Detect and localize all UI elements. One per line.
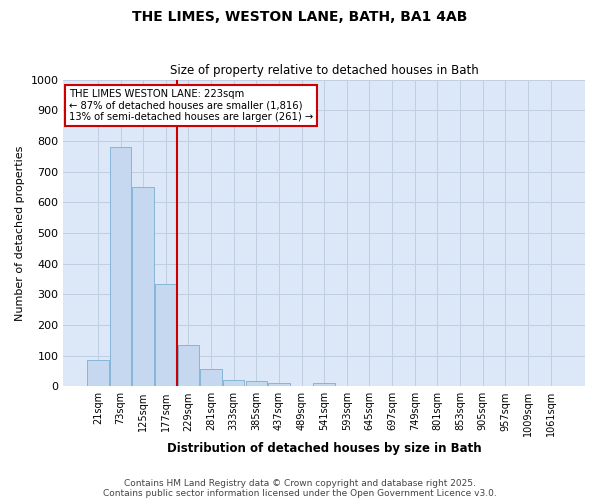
- Bar: [155, 284, 176, 387]
- Bar: [178, 345, 199, 387]
- Bar: [200, 368, 222, 386]
- Bar: [268, 384, 290, 386]
- Text: Contains HM Land Registry data © Crown copyright and database right 2025.: Contains HM Land Registry data © Crown c…: [124, 478, 476, 488]
- Title: Size of property relative to detached houses in Bath: Size of property relative to detached ho…: [170, 64, 479, 77]
- Bar: [313, 384, 335, 386]
- Bar: [133, 187, 154, 386]
- Bar: [110, 147, 131, 386]
- Text: THE LIMES, WESTON LANE, BATH, BA1 4AB: THE LIMES, WESTON LANE, BATH, BA1 4AB: [133, 10, 467, 24]
- Text: THE LIMES WESTON LANE: 223sqm
← 87% of detached houses are smaller (1,816)
13% o: THE LIMES WESTON LANE: 223sqm ← 87% of d…: [68, 89, 313, 122]
- Text: Contains public sector information licensed under the Open Government Licence v3: Contains public sector information licen…: [103, 488, 497, 498]
- Bar: [87, 360, 109, 386]
- Bar: [245, 381, 267, 386]
- X-axis label: Distribution of detached houses by size in Bath: Distribution of detached houses by size …: [167, 442, 482, 455]
- Bar: [223, 380, 244, 386]
- Y-axis label: Number of detached properties: Number of detached properties: [15, 146, 25, 320]
